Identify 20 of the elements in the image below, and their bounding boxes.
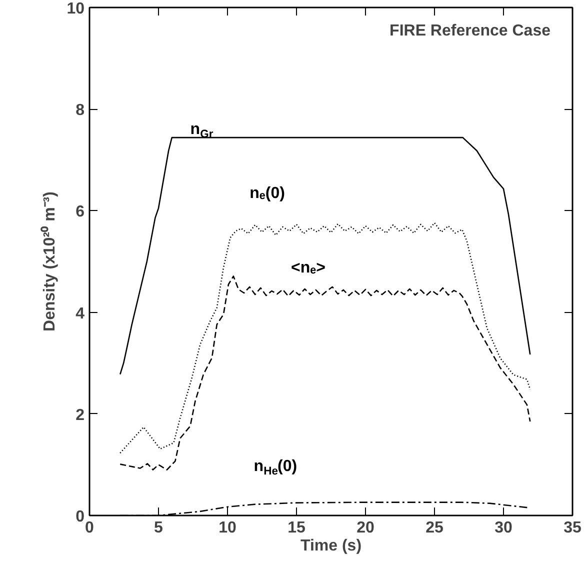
x-tick-label: 10 xyxy=(218,520,236,536)
y-axis-title: Density (x10²⁰ m⁻³) xyxy=(40,192,59,332)
line-series xyxy=(119,136,531,375)
line-series xyxy=(119,222,531,454)
y-tick-label: 4 xyxy=(76,305,85,322)
x-tick-label: 25 xyxy=(426,520,444,536)
x-tick-label: 5 xyxy=(154,520,164,536)
x-tick-label: 35 xyxy=(564,520,582,536)
x-tick-label: 15 xyxy=(288,520,306,536)
y-tick-label: 2 xyxy=(76,406,85,424)
text: FIRE Reference Case xyxy=(390,22,551,40)
y-tick-label: 8 xyxy=(76,102,85,120)
series-label: nₑ(0) xyxy=(250,185,285,202)
y-tick-label: 10 xyxy=(66,0,85,18)
x-tick-label: 30 xyxy=(494,520,512,536)
x-axis-title: Time (s) xyxy=(300,538,362,554)
series-label: <nₑ> xyxy=(290,259,326,276)
y-tick-label: 0 xyxy=(76,508,85,526)
y-tick-label: 6 xyxy=(76,204,85,221)
x-tick-label: 20 xyxy=(356,520,374,536)
